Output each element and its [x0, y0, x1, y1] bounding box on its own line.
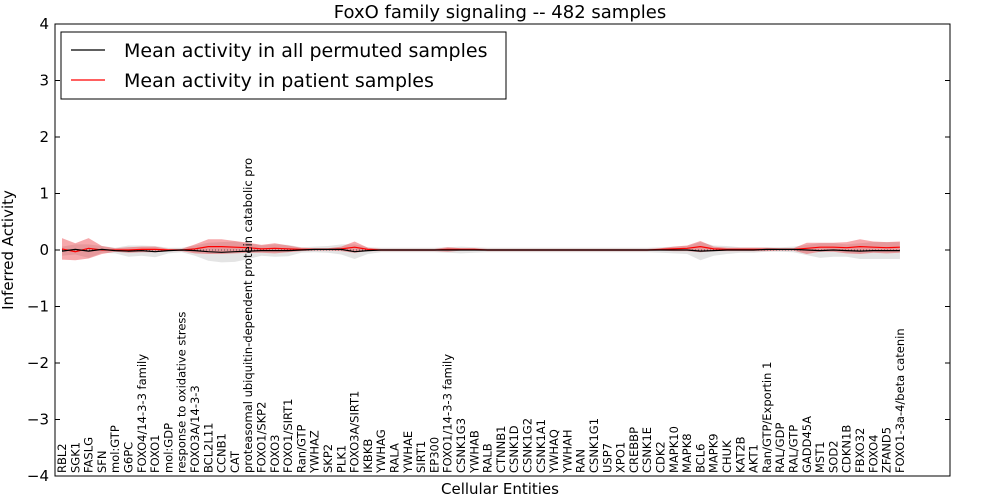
category-label: AKT1: [747, 444, 761, 473]
category-label: YWHAH: [560, 429, 574, 474]
category-label: BCL6: [693, 444, 707, 473]
category-label: FOXO3A/SIRT1: [348, 391, 362, 473]
category-label: FOXO1: [148, 435, 162, 473]
category-label: RALA: [388, 443, 402, 473]
category-label: CREBBP: [627, 427, 641, 473]
category-label: YWHAE: [401, 431, 415, 474]
category-label: GADD45A: [800, 416, 814, 473]
category-label: RALB: [481, 443, 495, 473]
y-axis-label: Inferred Activity: [0, 190, 17, 310]
legend: Mean activity in all permuted samples Me…: [60, 31, 507, 100]
category-label: FOXO4: [866, 435, 880, 473]
category-label: IKBKB: [361, 439, 375, 473]
category-label: KAT2B: [733, 436, 747, 473]
category-label: MAPK9: [707, 433, 721, 473]
category-label: EP300: [427, 437, 441, 473]
category-label: PLK1: [334, 445, 348, 473]
category-label: CCNB1: [215, 433, 229, 473]
category-label: CDK2: [654, 441, 668, 473]
category-label: RAL/GDP: [773, 423, 787, 473]
category-labels: RBL2 SGK1 FASLG SFN mol:GTP G6PC FOXO4/14-3-3 …: [55, 158, 907, 474]
category-label: USP7: [600, 443, 614, 473]
category-label: YWHAB: [467, 430, 481, 474]
category-label: FOXO1/SIRT1: [281, 398, 295, 473]
category-label: proteasomal ubiquitin-dependent protein …: [241, 158, 255, 473]
band-series-1: [62, 241, 900, 263]
category-label: Ran/GTP/Exportin 1: [760, 362, 774, 473]
category-label: MAPK10: [667, 426, 681, 473]
y-tick-label: −3: [27, 411, 49, 429]
category-label: CSNK1G1: [587, 418, 601, 473]
y-tick-label: 1: [39, 185, 49, 203]
category-label: MAPK8: [680, 433, 694, 473]
category-label: RBL2: [55, 443, 69, 473]
y-tick-label: −1: [27, 298, 49, 316]
category-label: RAL/GTP: [787, 425, 801, 473]
category-label: RAN: [574, 449, 588, 473]
category-label: XPO1: [614, 442, 628, 473]
category-label: FOXO1-3a-4/beta catenin: [893, 328, 907, 473]
y-tick-label: −4: [27, 467, 49, 485]
category-label: YWHAG: [374, 429, 388, 474]
category-label: CDKN1B: [840, 425, 854, 473]
category-label: mol:GDP: [161, 423, 175, 473]
category-label: CAT: [228, 450, 242, 473]
category-label: CSNK1G2: [521, 418, 535, 473]
category-label: FBXO32: [853, 428, 867, 473]
category-label: FOXO3: [268, 435, 282, 473]
legend-label-patient: Mean activity in patient samples: [124, 70, 434, 92]
category-label: FOXO4/14-3-3 family: [135, 354, 149, 473]
y-axis-ticks: −4 −3 −2 −1 0 1 2 3 4: [27, 15, 950, 485]
y-tick-label: 3: [39, 72, 49, 90]
category-label: MST1: [813, 441, 827, 473]
category-label: SGK1: [68, 442, 82, 473]
category-label: BCL2L11: [201, 423, 215, 473]
category-label: CHUK: [720, 440, 734, 473]
series-lines: [61, 245, 900, 253]
chart-title: FoxO family signaling -- 482 samples: [334, 2, 666, 23]
y-tick-label: −2: [27, 354, 49, 372]
y-tick-label: 0: [39, 241, 49, 259]
category-label: FOXO1/SKP2: [255, 402, 269, 473]
category-label: CSNK1A1: [534, 419, 548, 473]
category-label: ZFAND5: [880, 427, 894, 473]
series-line-1: [61, 248, 900, 253]
y-tick-label: 2: [39, 128, 49, 146]
category-label: YWHAQ: [547, 429, 561, 474]
category-label: SOD2: [826, 440, 840, 473]
category-label: G6PC: [122, 442, 136, 473]
category-label: FOXO3A/14-3-3: [188, 385, 202, 473]
category-label: SKP2: [321, 444, 335, 473]
category-label: response to oxidative stress: [175, 312, 189, 473]
legend-label-permuted: Mean activity in all permuted samples: [124, 40, 487, 62]
y-tick-label: 4: [39, 15, 49, 33]
legend-box: [60, 31, 507, 100]
category-label: FASLG: [82, 437, 96, 473]
category-label: SFN: [95, 450, 109, 473]
category-label: CSNK1D: [507, 425, 521, 473]
x-axis-label: Cellular Entities: [441, 480, 559, 498]
category-label: CTNNB1: [494, 426, 508, 473]
category-label: FOXO1/14-3-3 family: [441, 354, 455, 473]
category-label: CSNK1E: [640, 427, 654, 473]
category-label: SIRT1: [414, 441, 428, 473]
category-label: Ran/GTP: [294, 425, 308, 473]
category-label: YWHAZ: [308, 430, 322, 474]
category-label: CSNK1G3: [454, 418, 468, 473]
category-label: mol:GTP: [108, 425, 122, 473]
